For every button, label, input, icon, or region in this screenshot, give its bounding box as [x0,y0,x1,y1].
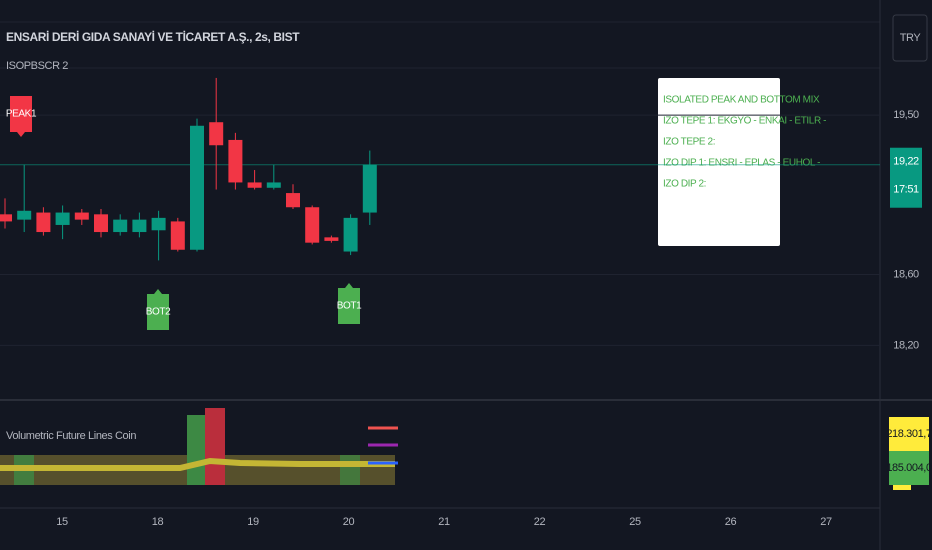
x-tick-label: 20 [343,516,355,528]
marker: BOT2 [146,289,171,330]
marker-label: PEAK1 [6,109,37,120]
y-tick-label: 19,50 [893,109,919,121]
x-tick-label: 21 [438,516,450,528]
currency: TRY [900,32,922,44]
candle-body [36,212,51,233]
marker-pointer [345,283,353,288]
info-line: IZO TEPE 2: [663,137,715,148]
currency-box[interactable] [892,14,928,62]
candle-body [362,164,377,213]
volume-line [0,457,395,471]
marker-pointer [17,132,25,137]
marker: BOT1 [337,283,362,324]
x-tick-label: 22 [534,516,546,528]
indicator-label: ISOPBSCR 2 [6,60,68,72]
volume-bar [187,415,205,485]
candle-body [286,193,300,208]
candle-body [343,217,358,252]
candle-body [247,182,262,188]
info-line: IZO DIP 2: [663,179,706,190]
y-tick-label: 18,20 [893,339,919,351]
last-price-label: 19,22 [893,156,919,168]
marker: PEAK1 [6,96,37,137]
candle-body [190,125,204,250]
y-tick-label: 18,60 [893,268,919,280]
countdown: 17:51 [893,184,919,196]
info-line: IZO DIP 1: ENSRI - EPLAS - EUHOL - [663,158,820,169]
candle-body [74,212,89,220]
info-line: ISOLATED PEAK AND BOTTOM MIX [663,95,820,106]
candle-body [324,237,339,241]
symbol-title: ENSARİ DERİ GIDA SANAYİ VE TİCARET A.Ş.,… [6,29,300,44]
candle-body [17,210,32,220]
volume-bar [205,408,225,485]
volume-bar [340,455,360,485]
lower-value-box [889,451,929,485]
marker-label: BOT2 [146,307,171,318]
info-box: ISOLATED PEAK AND BOTTOM MIX IZO TEPE 1: … [658,78,827,246]
marker-box [147,294,169,330]
lower-pane-title: Volumetric Future Lines Coin [6,430,136,442]
lower-value-tab [893,485,911,490]
candle-body [0,214,12,222]
marker-box [338,288,360,324]
marker-box [10,96,32,132]
info-box-bg [658,78,780,246]
x-tick-label: 19 [247,516,259,528]
x-tick-label: 25 [629,516,641,528]
last-price-box [890,147,922,208]
lower-pane-plot [0,408,395,485]
info-line: IZO TEPE 1: EKGYO - ENKAI - ETILR - [663,116,826,127]
lower-value: 218.301,7 [886,428,932,440]
candle-body [209,122,224,146]
candle-body [113,219,128,233]
candle-body [266,182,281,188]
candle-body [170,221,185,250]
candle-body [305,207,320,243]
lower-value: 185.004,0 [886,462,932,474]
candle-body [55,212,70,225]
candle-body [228,139,243,183]
x-tick-label: 15 [56,516,68,528]
x-tick-label: 27 [820,516,832,528]
candle-body [151,217,166,231]
x-tick-label: 26 [725,516,737,528]
candle-body [94,214,108,233]
marker-pointer [154,289,162,294]
lower-value-box [889,417,929,451]
candle-body [132,219,147,233]
marker-label: BOT1 [337,301,362,312]
x-tick-label: 18 [152,516,164,528]
